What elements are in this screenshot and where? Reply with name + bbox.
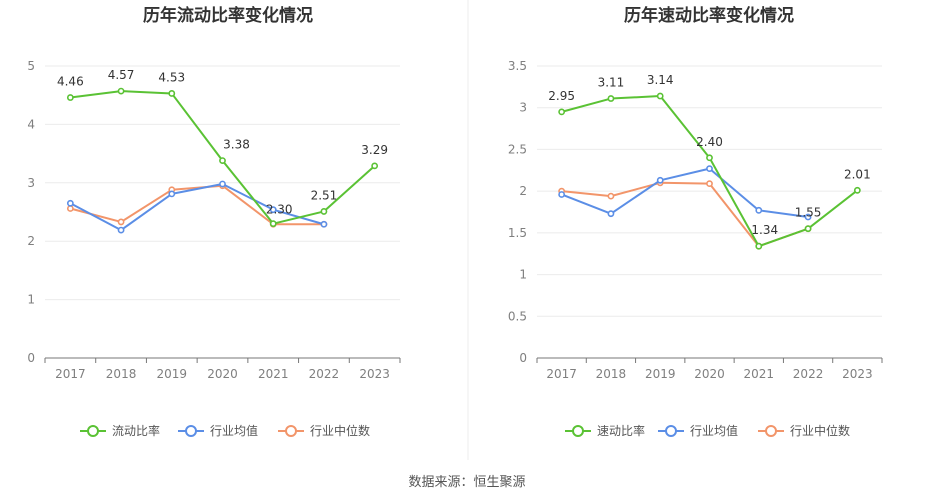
legend-marker <box>285 425 297 437</box>
data-label: 3.11 <box>598 76 625 90</box>
x-tick-label: 2020 <box>694 367 725 381</box>
y-tick-label: 5 <box>27 59 35 73</box>
legend-label: 流动比率 <box>112 423 160 438</box>
data-label: 2.51 <box>311 188 338 202</box>
legend-marker <box>765 425 777 437</box>
data-point <box>558 108 566 116</box>
legend-label: 行业中位数 <box>790 423 850 438</box>
data-point <box>320 208 328 215</box>
data-label: 3.38 <box>223 138 250 152</box>
data-point <box>320 220 328 228</box>
y-tick-label: 3 <box>27 176 35 190</box>
data-point <box>117 226 125 234</box>
data-label: 1.55 <box>795 206 822 220</box>
legend-marker <box>572 425 584 437</box>
y-tick-label: 2 <box>519 184 527 198</box>
data-point <box>117 87 125 95</box>
x-tick-label: 2019 <box>645 367 676 381</box>
legend-marker <box>665 425 677 437</box>
source-footer: 数据来源：恒生聚源 <box>408 475 525 490</box>
chart-title: 历年流动比率变化情况 <box>143 5 313 26</box>
data-label: 4.46 <box>57 75 84 89</box>
data-point <box>804 225 812 233</box>
y-tick-label: 1.5 <box>508 226 527 240</box>
data-label: 2.01 <box>844 167 871 181</box>
x-tick-label: 2022 <box>793 367 824 381</box>
y-tick-label: 1 <box>27 293 35 307</box>
y-tick-label: 4 <box>27 117 35 131</box>
chart-title: 历年速动比率变化情况 <box>624 5 794 26</box>
quick-ratio-chart: 历年速动比率变化情况 0 0.5 1 1.5 2 2.5 3 3.5 2017 2018 2019 20… <box>508 5 883 438</box>
data-label: 4.53 <box>158 70 185 84</box>
data-point <box>656 92 664 100</box>
data-point <box>168 190 176 198</box>
data-label: 2.40 <box>696 135 723 149</box>
y-tick-label: 3.5 <box>508 59 527 73</box>
data-label: 2.95 <box>548 89 575 103</box>
legend-marker <box>185 425 197 437</box>
x-tick-label: 2019 <box>157 367 188 381</box>
x-tick-label: 2021 <box>744 367 775 381</box>
data-point <box>853 186 861 194</box>
x-tick-label: 2021 <box>258 367 289 381</box>
series-line <box>561 167 809 218</box>
current-ratio-chart: 历年流动比率变化情况 0 1 2 3 4 5 2017 2018 2019 2020 2021 2022… <box>27 5 401 438</box>
data-label: 2.30 <box>266 203 293 217</box>
data-point <box>219 157 226 165</box>
y-tick-label: 1 <box>519 268 527 282</box>
data-label: 3.29 <box>361 143 388 157</box>
legend-label: 行业均值 <box>690 423 738 438</box>
data-point <box>804 213 812 221</box>
x-tick-label: 2018 <box>106 367 137 381</box>
x-tick-label: 2017 <box>546 367 577 381</box>
legend-marker <box>87 425 99 437</box>
data-label: 4.57 <box>108 68 135 82</box>
y-tick-label: 0.5 <box>508 309 527 323</box>
data-point <box>755 242 763 250</box>
data-label: 3.14 <box>647 73 674 87</box>
data-point <box>66 94 74 101</box>
y-tick-label: 2 <box>27 234 35 248</box>
data-point <box>607 210 615 218</box>
x-tick-label: 2023 <box>359 367 390 381</box>
data-point <box>269 206 277 214</box>
data-point <box>117 218 125 226</box>
data-label: 1.34 <box>751 223 778 237</box>
series-line <box>70 184 324 226</box>
x-tick-label: 2023 <box>842 367 873 381</box>
data-point <box>706 154 713 162</box>
data-point <box>607 95 615 102</box>
data-point <box>706 165 713 173</box>
data-point <box>706 180 713 188</box>
data-point <box>66 205 74 212</box>
data-point <box>607 192 615 200</box>
y-tick-label: 0 <box>519 351 527 365</box>
y-tick-label: 0 <box>27 351 35 365</box>
y-tick-label: 3 <box>519 101 527 115</box>
data-point <box>558 191 566 198</box>
series-line <box>69 182 325 232</box>
data-point <box>656 176 664 184</box>
data-point <box>168 90 176 97</box>
x-tick-label: 2020 <box>207 367 238 381</box>
data-point <box>219 180 226 188</box>
data-point <box>66 199 74 207</box>
data-point <box>371 162 379 170</box>
data-point <box>755 206 763 214</box>
x-tick-label: 2022 <box>309 367 340 381</box>
legend-label: 行业均值 <box>210 423 258 438</box>
x-tick-label: 2018 <box>596 367 627 381</box>
y-tick-label: 2.5 <box>508 142 527 156</box>
legend-label: 行业中位数 <box>310 423 370 438</box>
x-tick-label: 2017 <box>55 367 86 381</box>
data-point <box>269 220 277 228</box>
legend-label: 速动比率 <box>597 423 645 438</box>
